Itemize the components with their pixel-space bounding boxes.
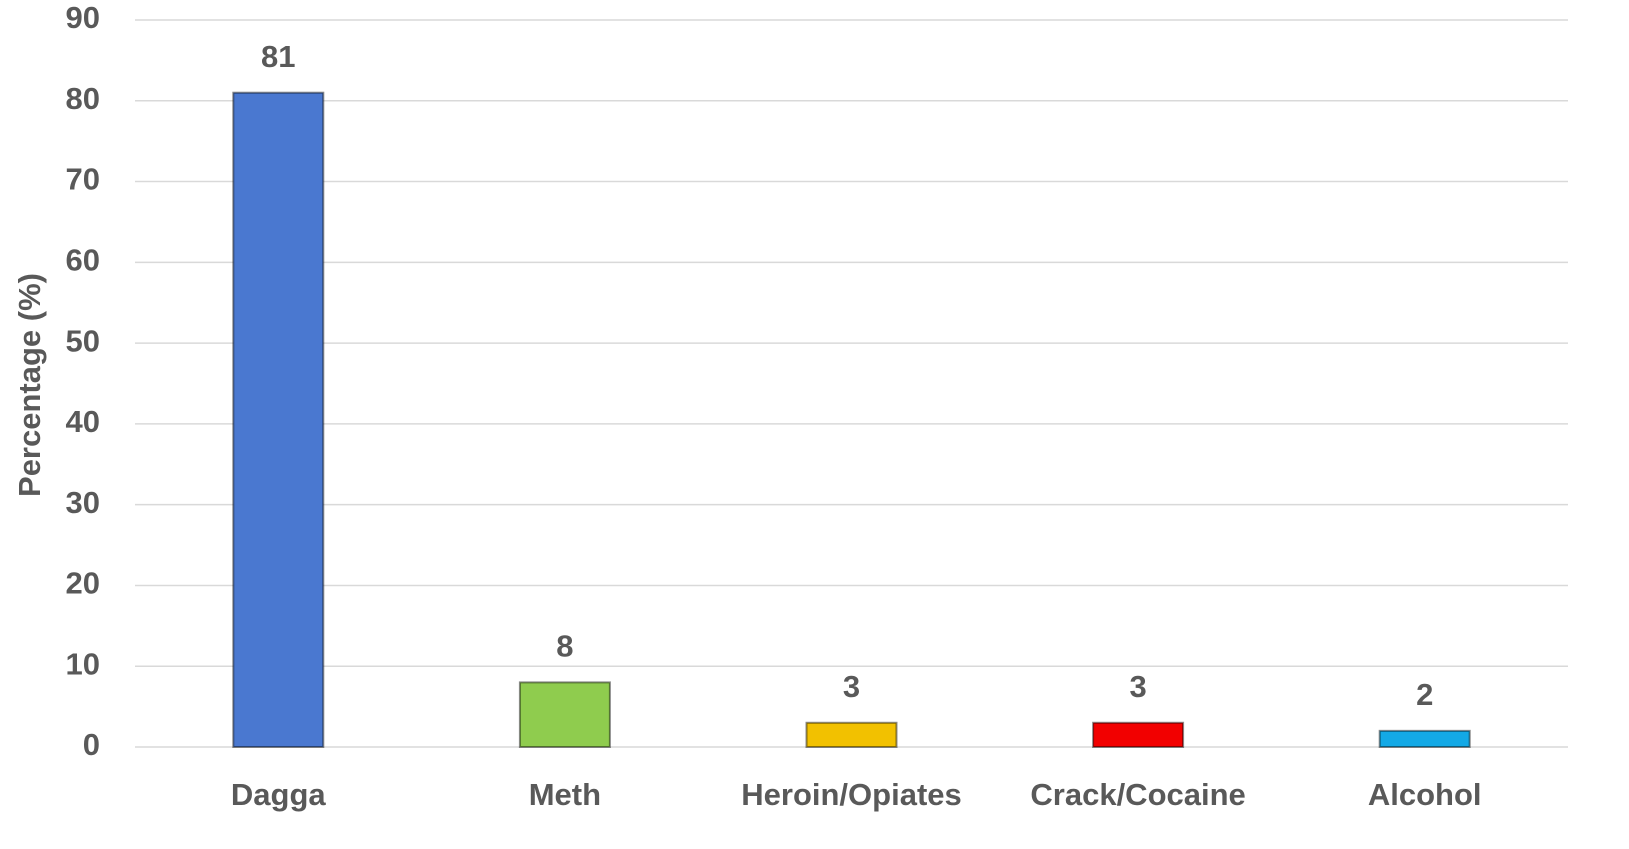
data-label: 81 xyxy=(261,39,295,74)
bar xyxy=(518,681,611,749)
x-tick-label: Alcohol xyxy=(1368,777,1482,812)
y-tick-label: 60 xyxy=(66,243,100,278)
y-tick-label: 70 xyxy=(66,162,100,197)
x-tick-label: Dagga xyxy=(231,777,327,812)
x-tick-label: Crack/Cocaine xyxy=(1030,777,1245,812)
data-label: 2 xyxy=(1416,677,1433,712)
y-tick-label: 40 xyxy=(66,404,100,439)
bar xyxy=(1092,721,1185,748)
bar xyxy=(232,91,325,748)
data-label: 3 xyxy=(843,669,860,704)
data-label: 8 xyxy=(556,629,573,664)
y-tick-label: 30 xyxy=(66,485,100,520)
bar xyxy=(805,721,898,748)
y-tick-label: 80 xyxy=(66,81,100,116)
data-label: 3 xyxy=(1129,669,1146,704)
y-axis-label: Percentage (%) xyxy=(12,273,47,497)
y-tick-label: 0 xyxy=(83,727,100,762)
y-tick-label: 20 xyxy=(66,566,100,601)
y-tick-label: 50 xyxy=(66,323,100,358)
bar xyxy=(1378,729,1471,748)
y-tick-label: 10 xyxy=(66,646,100,681)
x-tick-label: Meth xyxy=(529,777,601,812)
x-tick-label: Heroin/Opiates xyxy=(741,777,962,812)
y-tick-label: 90 xyxy=(66,0,100,35)
